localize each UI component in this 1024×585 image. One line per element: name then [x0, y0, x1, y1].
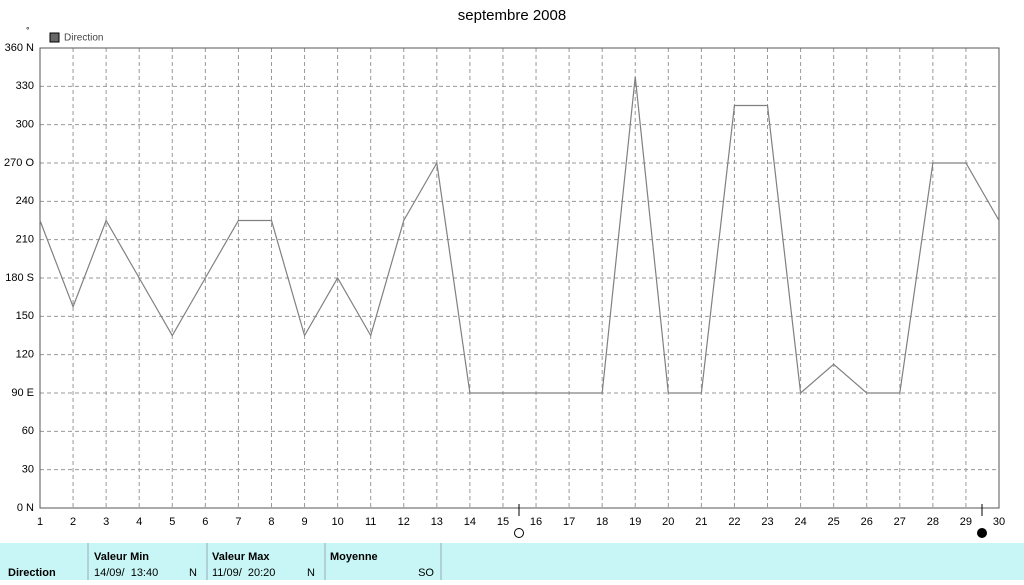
data-line [39, 76, 1000, 395]
max-time: 11/09/ 20:20 [212, 567, 275, 579]
x-tick-label: 18 [596, 516, 608, 528]
y-tick-label: 330 [16, 80, 34, 92]
x-tick-label: 19 [629, 516, 641, 528]
x-tick-label: 25 [828, 516, 840, 528]
x-tick-label: 3 [103, 516, 109, 528]
x-tick-label: 30 [993, 516, 1005, 528]
chart-title: septembre 2008 [458, 7, 566, 24]
y-tick-label: 150 [16, 310, 34, 322]
x-tick-label: 15 [497, 516, 509, 528]
x-tick-label: 8 [268, 516, 274, 528]
x-tick-label: 14 [464, 516, 476, 528]
x-tick-label: 4 [136, 516, 142, 528]
full-moon-icon [514, 528, 524, 538]
x-tick-label: 12 [398, 516, 410, 528]
summary-label: Direction [8, 567, 56, 579]
y-unit: ° [26, 25, 30, 35]
legend-swatch [49, 32, 60, 43]
y-tick-label: 270 O [4, 157, 34, 169]
x-tick-label: 11 [365, 516, 376, 528]
mean-title: Moyenne [330, 551, 378, 563]
max-dir: N [307, 567, 315, 579]
x-tick-label: 26 [861, 516, 873, 528]
new-moon-icon [977, 528, 987, 538]
y-tick-label: 300 [16, 119, 34, 131]
x-tick-label: 5 [169, 516, 175, 528]
x-tick-label: 29 [960, 516, 972, 528]
y-tick-label: 30 [22, 464, 34, 476]
y-tick-label: 0 N [17, 502, 34, 514]
x-tick-label: 9 [301, 516, 307, 528]
min-title: Valeur Min [94, 551, 149, 563]
y-tick-label: 60 [22, 425, 34, 437]
y-tick-label: 180 S [5, 272, 34, 284]
summary-borders [87, 543, 442, 580]
x-tick-label: 28 [927, 516, 939, 528]
y-tick-label: 90 E [11, 387, 34, 399]
x-tick-label: 2 [70, 516, 76, 528]
x-tick-label: 6 [202, 516, 208, 528]
y-tick-label: 240 [16, 195, 34, 207]
x-tick-label: 17 [563, 516, 575, 528]
x-tick-label: 1 [37, 516, 43, 528]
x-tick-label: 27 [894, 516, 906, 528]
x-tick-label: 7 [235, 516, 241, 528]
x-tick-label: 16 [530, 516, 542, 528]
min-dir: N [189, 567, 197, 579]
x-tick-label: 24 [794, 516, 806, 528]
y-tick-label: 360 N [5, 42, 34, 54]
mean-dir: SO [418, 567, 434, 579]
y-tick-label: 210 [16, 234, 34, 246]
summary-bar [0, 543, 1024, 580]
max-title: Valeur Max [212, 551, 270, 563]
x-tick-label: 13 [431, 516, 443, 528]
min-time: 14/09/ 13:40 [94, 567, 158, 579]
x-tick-label: 23 [761, 516, 773, 528]
y-tick-label: 120 [16, 349, 34, 361]
x-tick-label: 21 [695, 516, 707, 528]
x-tick-label: 10 [331, 516, 343, 528]
legend-label: Direction [64, 33, 103, 44]
x-tick-label: 20 [662, 516, 674, 528]
x-tick-label: 22 [728, 516, 740, 528]
